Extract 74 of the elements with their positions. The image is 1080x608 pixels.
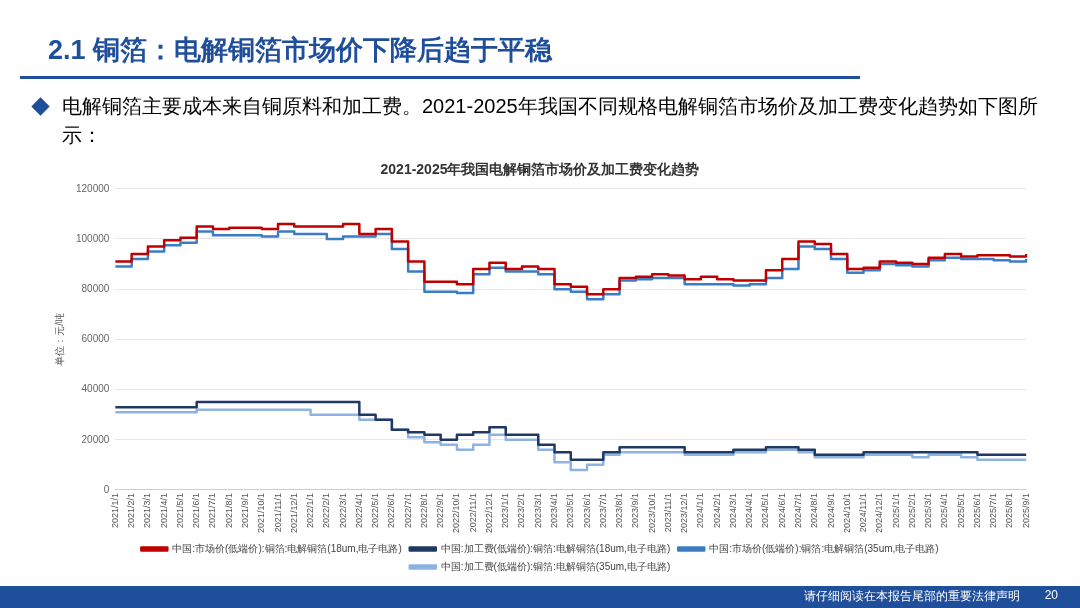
x-tick-label: 2024/11/1 — [858, 492, 869, 533]
x-tick-label: 2021/2/1 — [126, 492, 137, 529]
x-tick-label: 2024/10/1 — [841, 492, 852, 534]
x-tick-label: 2021/4/1 — [158, 492, 169, 529]
x-tick-label: 2022/6/1 — [386, 492, 397, 529]
x-tick-label: 2025/7/1 — [988, 492, 999, 529]
x-tick-label: 2022/1/1 — [305, 492, 316, 529]
x-tick-label: 2024/3/1 — [727, 492, 738, 529]
text: 电解铜箔主要成本来自铜原料和加工费。2021-2025年我国不同规格电解铜箔市场价及加工费变化趋势如下图所示： — [62, 94, 1039, 148]
y-tick-label: 0 — [103, 483, 110, 495]
x-tick-label: 2022/5/1 — [370, 492, 381, 529]
text: 请仔细阅读在本报告尾部的重要法律声明 — [804, 588, 1020, 605]
y-tick-label: 100000 — [75, 232, 110, 244]
text: 20 — [1044, 588, 1058, 602]
chart-title: 2021-2025年我国电解铜箔市场价及加工费变化趋势 — [380, 161, 700, 178]
legend-label: 中国:市场价(低端价):铜箔:电解铜箔(18um,电子电路) — [172, 542, 402, 554]
legend-label: 中国:加工费(低端价):铜箔:电解铜箔(35um,电子电路) — [440, 560, 671, 572]
x-tick-label: 2024/1/1 — [695, 492, 706, 529]
x-tick-label: 2023/10/1 — [646, 492, 657, 534]
legend-label: 中国:市场价(低端价):铜箔:电解铜箔(35um,电子电路) — [709, 542, 939, 554]
x-tick-label: 2022/10/1 — [451, 492, 462, 534]
x-tick-label: 2025/2/1 — [906, 492, 917, 529]
x-tick-label: 2021/9/1 — [239, 492, 250, 529]
x-tick-label: 2025/6/1 — [971, 492, 982, 529]
x-tick-label: 2025/3/1 — [923, 492, 934, 529]
x-tick-label: 2023/1/1 — [500, 492, 511, 529]
x-tick-label: 2023/4/1 — [549, 492, 559, 529]
x-tick-label: 2025/9/1 — [1020, 492, 1031, 529]
x-tick-label: 2025/5/1 — [955, 492, 966, 529]
x-tick-label: 2024/4/1 — [744, 492, 755, 529]
x-tick-label: 2022/4/1 — [353, 492, 364, 529]
text: 2.1 铜箔：电解铜箔市场价下降后趋于平稳 — [48, 34, 553, 67]
x-tick-label: 2023/6/1 — [581, 492, 592, 529]
y-axis-title: 单位：元/吨 — [53, 312, 65, 366]
x-tick-label: 2025/1/1 — [890, 492, 901, 529]
x-tick-label: 2022/11/1 — [467, 492, 478, 533]
x-tick-label: 2022/9/1 — [435, 492, 446, 529]
x-tick-label: 2024/7/1 — [792, 492, 803, 529]
x-tick-label: 2023/9/1 — [630, 492, 641, 529]
x-tick-label: 2021/12/1 — [288, 492, 299, 534]
x-tick-label: 2021/3/1 — [142, 492, 153, 529]
x-tick-label: 2022/2/1 — [321, 492, 332, 529]
x-tick-label: 2024/2/1 — [711, 492, 722, 529]
x-tick-label: 2022/12/1 — [483, 492, 494, 534]
x-tick-label: 2025/8/1 — [1004, 492, 1015, 529]
x-tick-label: 2021/11/1 — [272, 492, 283, 533]
x-tick-label: 2021/10/1 — [256, 492, 267, 534]
x-tick-label: 2023/7/1 — [597, 492, 608, 529]
x-tick-label: 2024/6/1 — [776, 492, 787, 529]
y-tick-label: 60000 — [81, 333, 110, 345]
x-tick-label: 2023/11/1 — [662, 492, 673, 533]
x-tick-label: 2023/8/1 — [614, 492, 625, 529]
x-tick-label: 2024/8/1 — [809, 492, 820, 529]
y-tick-label: 120000 — [75, 182, 110, 194]
x-tick-label: 2024/5/1 — [760, 492, 771, 529]
x-tick-label: 2024/9/1 — [825, 492, 836, 529]
y-tick-label: 40000 — [81, 383, 110, 395]
x-tick-label: 2025/4/1 — [939, 492, 950, 529]
x-tick-label: 2021/1/1 — [109, 492, 120, 529]
x-tick-label: 2022/3/1 — [337, 492, 348, 529]
x-tick-label: 2023/3/1 — [532, 492, 543, 529]
y-tick-label: 20000 — [81, 433, 110, 445]
x-tick-label: 2023/2/1 — [516, 492, 527, 529]
x-tick-label: 2022/7/1 — [402, 492, 413, 529]
x-tick-label: 2021/5/1 — [174, 492, 185, 529]
x-tick-label: 2021/8/1 — [223, 492, 234, 529]
x-tick-label: 2021/6/1 — [191, 492, 202, 529]
x-tick-label: 2021/7/1 — [207, 492, 218, 529]
legend-label: 中国:加工费(低端价):铜箔:电解铜箔(18um,电子电路) — [440, 542, 671, 554]
x-tick-label: 2022/8/1 — [418, 492, 429, 529]
y-tick-label: 80000 — [81, 282, 110, 294]
x-tick-label: 2023/5/1 — [565, 492, 576, 529]
x-tick-label: 2023/12/1 — [679, 492, 690, 534]
x-tick-label: 2024/12/1 — [874, 492, 885, 534]
